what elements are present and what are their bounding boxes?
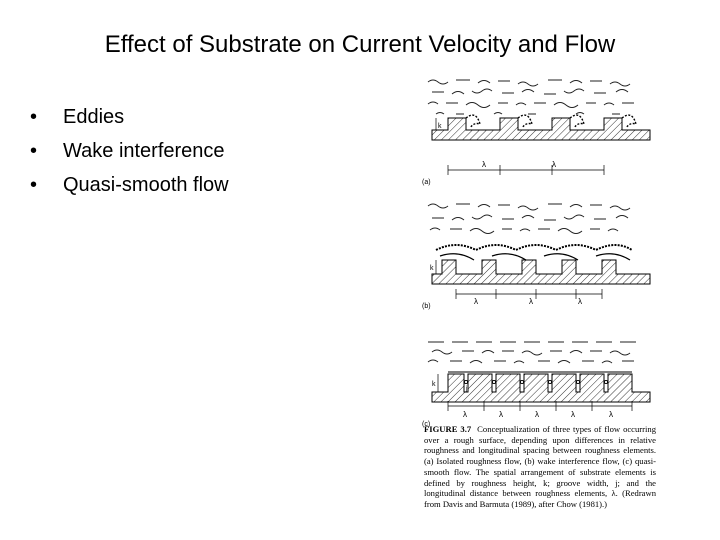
caption-text: Conceptualization of three types of flow… [424, 424, 656, 509]
panel-c: k j λ λ λ λ λ (c) [422, 341, 651, 428]
eddy-field [427, 79, 634, 115]
panel-b: k λ λ λ (b) [422, 203, 651, 310]
spacing-label: λ [535, 410, 539, 419]
spacing-label: λ [609, 410, 613, 419]
panel-label-c: (c) [422, 421, 430, 428]
panel-label-a: (a) [422, 179, 431, 186]
flow-diagram: k λ λ (a) k [422, 79, 651, 428]
height-label: k [438, 123, 442, 130]
height-label: k [432, 381, 436, 388]
bullet-item: Wake interference [30, 134, 229, 168]
groove-label: j [465, 386, 467, 392]
spacing-label: λ [552, 160, 556, 169]
caption-lead: FIGURE 3.7 [424, 424, 472, 434]
spacing-label: λ [463, 410, 467, 419]
panel-label-b: (b) [422, 303, 431, 310]
spacing-label: λ [571, 410, 575, 419]
spacing-label: λ [499, 410, 503, 419]
spacing-label: λ [578, 297, 582, 306]
spacing-label: λ [482, 160, 486, 169]
figure-caption: FIGURE 3.7 Conceptualization of three ty… [424, 424, 656, 510]
panel-a: k λ λ (a) [422, 79, 651, 186]
bullet-item: Quasi-smooth flow [30, 168, 229, 202]
slide-title: Effect of Substrate on Current Velocity … [104, 31, 616, 58]
height-label: k [430, 265, 434, 272]
spacing-label: λ [529, 297, 533, 306]
bullet-list: Eddies Wake interference Quasi-smooth fl… [30, 100, 229, 202]
bullet-item: Eddies [30, 100, 229, 134]
spacing-label: λ [474, 297, 478, 306]
